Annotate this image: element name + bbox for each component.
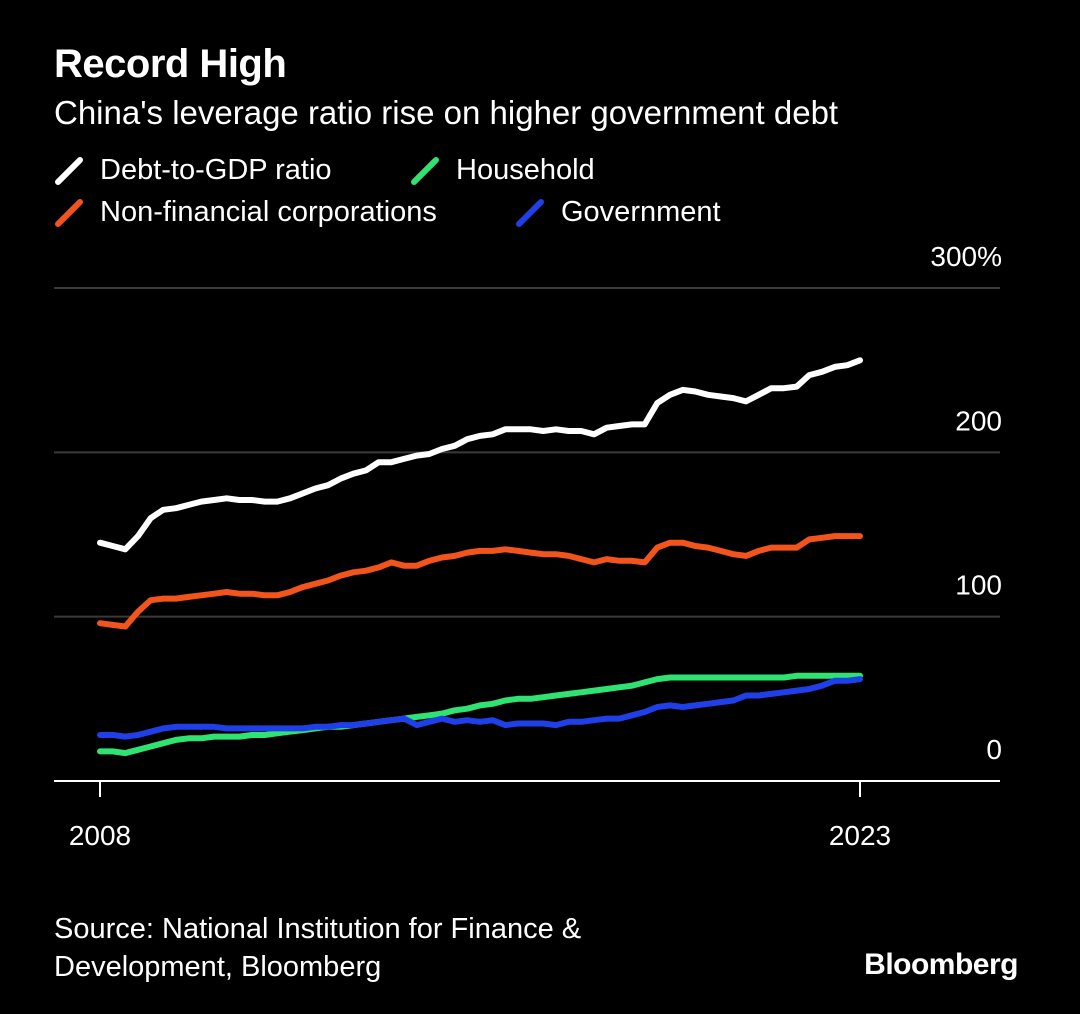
legend-item-non-financial: Non-financial corporations [54, 196, 437, 229]
x-tick-label: 2008 [69, 820, 131, 851]
series-line-government [97, 676, 863, 740]
y-tick-label: 100 [955, 570, 1002, 601]
series-line-non-financial-corporations [97, 533, 863, 630]
x-tick-label: 2023 [829, 820, 891, 851]
chart-title: Record High [54, 42, 287, 86]
legend-swatch-government [516, 198, 544, 227]
chart-subtitle: China's leverage ratio rise on higher go… [54, 94, 839, 131]
legend-label: Non-financial corporations [100, 196, 437, 228]
legend-label: Household [456, 154, 595, 186]
bloomberg-logo: Bloomberg [864, 948, 1018, 981]
y-tick-label: 300% [930, 241, 1002, 272]
legend-swatch-non-financial [55, 198, 83, 227]
series-line-household [97, 672, 863, 757]
legend-item-government: Government [515, 196, 721, 229]
line-chart: 0 100 200 300% 2008 2023 [54, 241, 1002, 851]
legend-swatch-household [411, 156, 439, 185]
y-tick-label: 0 [986, 734, 1002, 765]
legend-item-debt-to-gdp: Debt-to-GDP ratio [54, 154, 332, 187]
y-tick-label: 200 [955, 405, 1002, 436]
legend-label: Debt-to-GDP ratio [100, 154, 332, 186]
legend-swatch-debt-to-gdp [55, 156, 83, 185]
series-line-debt-to-gdp-ratio [97, 357, 863, 553]
source-note: Source: National Institution for Finance… [54, 913, 582, 983]
legend-item-household: Household [410, 154, 595, 187]
legend-label: Government [561, 196, 721, 228]
